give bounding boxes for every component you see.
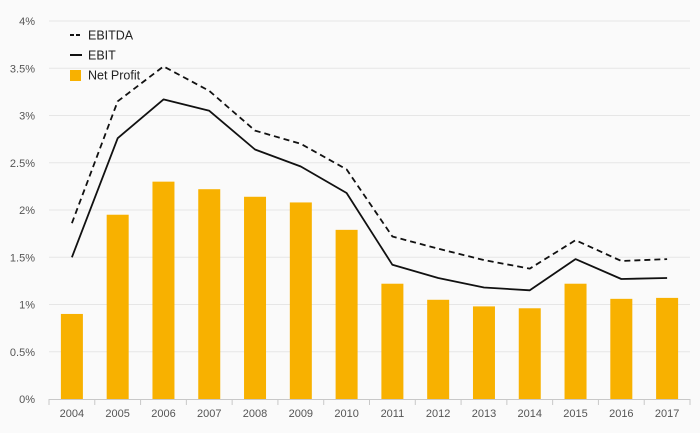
bar-net-profit-2011 <box>381 283 404 399</box>
bar-net-profit-2005 <box>106 214 129 399</box>
legend-swatch-net-profit <box>70 70 81 81</box>
line-ebitda <box>71 65 668 270</box>
x-tick-label: 2011 <box>381 408 405 420</box>
x-tick-label: 2014 <box>518 408 542 420</box>
net-profit-bars <box>60 181 679 399</box>
y-tick-label: 2.5% <box>10 158 35 170</box>
x-tick-label: 2017 <box>655 408 679 420</box>
legend-label: EBIT <box>88 49 116 63</box>
y-tick-label: 4% <box>19 16 35 28</box>
x-tick-label: 2013 <box>472 408 496 420</box>
bar-net-profit-2014 <box>518 308 541 399</box>
y-tick-label: 0.5% <box>10 347 35 359</box>
gridlines <box>49 20 690 353</box>
y-tick-label: 3.5% <box>10 63 35 75</box>
bar-net-profit-2004 <box>60 313 83 399</box>
y-tick-label: 3% <box>19 111 35 123</box>
x-tick-label: 2016 <box>609 408 633 420</box>
x-tick-label: 2007 <box>197 408 221 420</box>
bar-net-profit-2008 <box>244 196 267 399</box>
y-tick-label: 2% <box>19 205 35 217</box>
x-tick-label: 2012 <box>426 408 450 420</box>
axes: 0% 0.5% 1% 1.5% 2% 2.5% 3% 3.5% 4% 2004 2005 2006 20… <box>10 16 691 420</box>
line-ebit <box>71 98 668 292</box>
x-tick-label: 2008 <box>243 408 267 420</box>
legend: EBITDA EBIT Net Profit <box>70 29 141 83</box>
bar-net-profit-2013 <box>472 306 495 399</box>
bar-net-profit-2010 <box>335 229 358 399</box>
series-lines <box>71 65 668 292</box>
bar-net-profit-2017 <box>656 297 679 399</box>
x-tick-label: 2010 <box>334 408 358 420</box>
y-tick-label: 0% <box>19 394 35 406</box>
x-tick-label: 2005 <box>105 408 129 420</box>
y-tick-label: 1% <box>19 300 35 312</box>
bar-net-profit-2015 <box>564 283 587 399</box>
legend-label: EBITDA <box>88 29 134 43</box>
bar-net-profit-2009 <box>289 202 312 399</box>
y-tick-label: 1.5% <box>10 252 35 264</box>
bar-net-profit-2006 <box>152 181 175 399</box>
x-tick-label: 2009 <box>289 408 313 420</box>
x-tick-label: 2004 <box>60 408 84 420</box>
x-tick-label: 2015 <box>563 408 587 420</box>
bar-net-profit-2016 <box>610 298 633 399</box>
x-tick-label: 2006 <box>151 408 175 420</box>
bar-net-profit-2007 <box>198 189 221 399</box>
bar-net-profit-2012 <box>427 299 450 399</box>
legend-label: Net Profit <box>88 69 141 83</box>
